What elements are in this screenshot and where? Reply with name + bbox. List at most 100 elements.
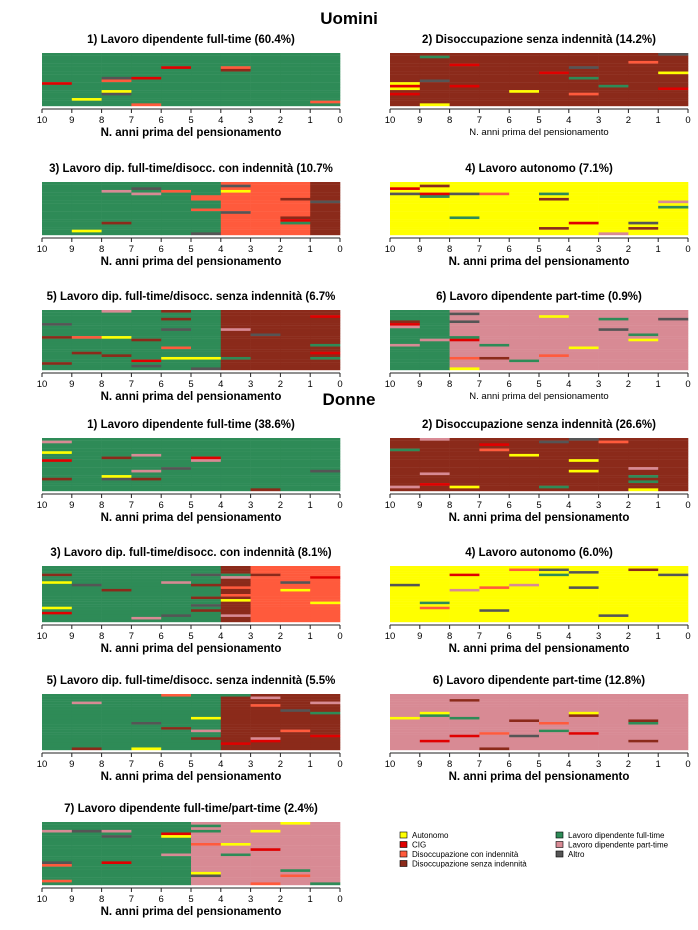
sequence-cell [310,343,341,347]
sequence-cell [101,472,132,476]
sequence-cell [280,219,311,222]
sequence-cell [71,451,102,455]
sequence-cell [220,330,251,334]
x-tick-label: 5 [536,500,541,511]
sequence-cell [539,208,570,212]
sequence-cell [250,824,281,828]
sequence-cell [42,317,73,321]
sequence-cell [161,727,192,730]
sequence-cell [390,82,421,85]
sequence-cell [628,739,659,743]
panel-6: 6) Lavoro dipendente part-time (0.9%)10 9… [385,291,691,402]
sequence-cell [598,71,629,75]
sequence-cell [280,445,311,449]
x-tick-label: 7 [129,759,134,770]
sequence-cell [101,203,132,207]
sequence-cell [539,58,570,62]
sequence-cell [509,739,540,743]
sequence-cell [250,232,281,236]
sequence-cell [449,205,480,209]
sequence-cell [71,438,102,441]
sequence-cell [220,724,251,728]
sequence-cell [101,581,132,585]
sequence-cell [449,619,480,623]
sequence-cell [449,103,480,107]
sequence-cell [419,219,450,222]
x-tick-label: 5 [536,244,541,255]
sequence-cell [449,354,480,358]
sequence-cell [310,336,341,339]
sequence-cell [191,599,222,602]
sequence-cell [390,488,421,492]
sequence-cell [598,338,629,342]
sequence-cell [250,84,281,88]
sequence-cell [280,467,311,470]
sequence-cell [658,714,689,718]
sequence-cell [42,606,73,610]
sequence-cell [479,312,510,316]
sequence-cell [280,843,311,846]
sequence-cell [71,837,102,841]
sequence-cell [220,461,251,465]
sequence-cell [479,197,510,201]
sequence-cell [280,611,311,615]
sequence-cell [449,445,480,449]
sequence-cell [658,576,689,579]
sequence-cell [191,606,222,610]
sequence-cell [390,588,421,592]
sequence-cell [42,485,73,489]
sequence-cell [449,747,480,751]
sequence-cell [390,359,421,363]
sequence-cell [568,614,599,618]
sequence-cell [101,197,132,201]
sequence-cell [161,611,192,615]
sequence-cell [220,835,251,838]
x-tick-label: 3 [596,115,601,126]
sequence-cell [449,459,480,463]
sequence-cell [310,312,341,316]
sequence-cell [310,354,341,358]
sequence-cell [280,824,311,828]
sequence-cell [161,832,192,836]
sequence-cell [598,706,629,710]
sequence-cell [280,443,311,447]
sequence-cell [191,341,222,345]
sequence-cell [250,822,281,825]
sequence-cell [310,596,341,600]
sequence-cell [598,328,629,332]
sequence-cell [598,87,629,91]
sequence-cell [568,343,599,347]
sequence-cell [598,599,629,602]
sequence-cell [449,323,480,326]
sequence-cell [71,197,102,201]
sequence-cell [131,356,162,360]
sequence-cell [568,599,599,602]
sequence-cell [449,192,480,196]
sequence-cell [479,578,510,582]
sequence-cell [598,729,629,733]
sequence-cell [71,192,102,196]
sequence-cell [250,853,281,857]
sequence-cell [479,616,510,620]
sequence-cell [250,704,281,707]
sequence-cell [568,364,599,368]
x-tick-label: 6 [507,115,512,126]
sequence-cell [419,571,450,574]
sequence-cell [101,456,132,460]
sequence-cell [131,84,162,88]
sequence-cell [419,464,450,468]
sequence-cell [628,711,659,715]
sequence-cell [568,66,599,70]
sequence-cell [191,66,222,70]
sequence-cell [628,469,659,473]
sequence-cell [42,734,73,738]
sequence-cell [101,343,132,347]
sequence-cell [191,856,222,859]
sequence-cell [390,354,421,358]
sequence-cell [390,195,421,199]
sequence-cell [191,858,222,862]
sequence-cell [419,581,450,585]
sequence-cell [628,200,659,204]
sequence-cell [42,599,73,602]
sequence-cell [539,467,570,470]
